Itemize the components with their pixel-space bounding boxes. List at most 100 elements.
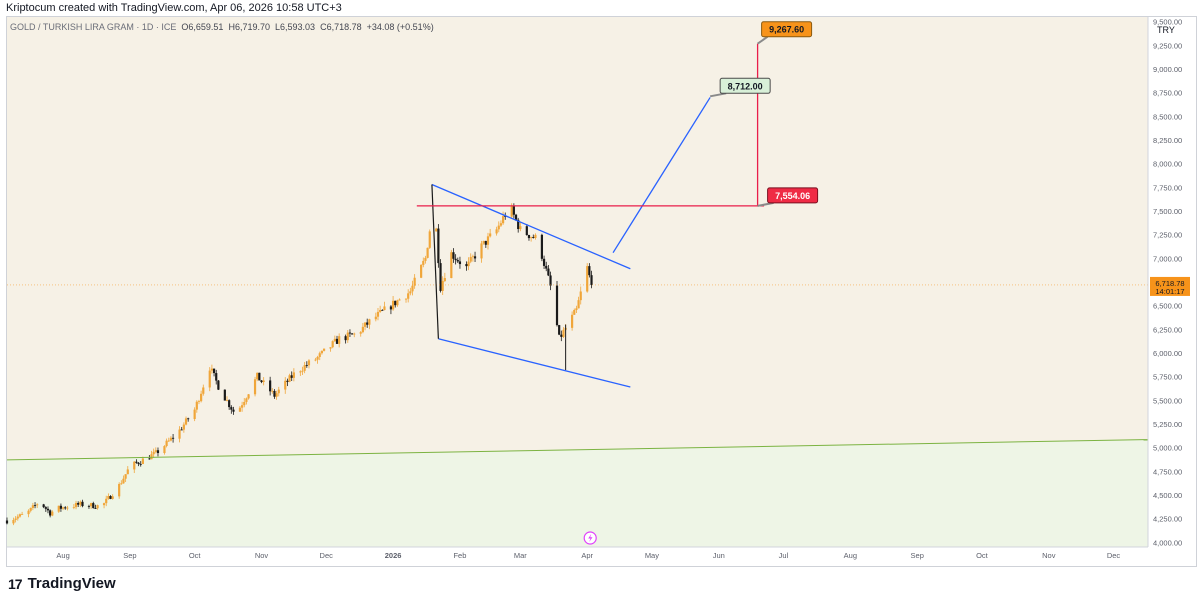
candle-body — [383, 306, 386, 311]
channel-lower-line[interactable] — [438, 338, 631, 388]
candle-body — [18, 514, 22, 517]
candle-body — [124, 474, 127, 479]
event-lightning-icon[interactable] — [583, 531, 597, 545]
candle-body — [577, 300, 580, 309]
candle-body — [322, 348, 326, 351]
candle-body — [12, 519, 15, 524]
candle-body — [471, 256, 474, 258]
y-tick-label: 9,500.00 — [1153, 18, 1182, 27]
candle-body — [87, 506, 91, 507]
candle-body — [74, 502, 78, 508]
candle-body — [394, 300, 397, 306]
candle-body — [549, 275, 552, 286]
breakout-projection-line[interactable] — [612, 97, 711, 254]
candle-body — [305, 365, 308, 366]
x-tick-label: Mar — [514, 551, 527, 560]
x-tick-label: Sep — [911, 551, 924, 560]
candle-body — [437, 228, 440, 264]
channel-upper-line[interactable] — [431, 183, 631, 270]
long-term-trendline[interactable] — [6, 439, 1149, 461]
candle-body — [20, 514, 24, 515]
y-tick-label: 8,750.00 — [1153, 89, 1182, 98]
level-label-7554[interactable]: 7,554.06 — [757, 187, 819, 207]
candle-body — [497, 225, 500, 230]
candle-body — [111, 496, 114, 499]
x-tick-label: Sep — [123, 551, 136, 560]
candle-body — [555, 285, 559, 326]
candle-body — [299, 371, 302, 373]
candle-body — [169, 437, 173, 441]
target-label-9267[interactable]: 9,267.60 — [757, 21, 813, 45]
legend-close: C6,718.78 — [320, 22, 362, 32]
candle-body — [396, 300, 399, 306]
candle-body — [14, 518, 17, 520]
x-tick-label: Dec — [320, 551, 334, 560]
candle-body — [156, 450, 160, 454]
candle-body — [527, 235, 531, 239]
x-tick-label: Aug — [844, 551, 857, 560]
channel-left-edge[interactable] — [431, 184, 439, 339]
candle-body — [519, 226, 522, 230]
candle-body — [126, 469, 129, 475]
candle-body — [31, 505, 34, 508]
candle-body — [409, 291, 412, 294]
candle-body — [42, 504, 45, 508]
target-label-8712[interactable]: 8,712.00 — [709, 77, 771, 98]
candle-body — [44, 507, 47, 509]
event-icon-bolt — [588, 534, 593, 542]
candle-body — [484, 240, 487, 245]
chart-header: Kriptocum created with TradingView.com, … — [6, 2, 342, 14]
candle-body — [348, 332, 352, 334]
candle-body — [443, 278, 446, 282]
candle-body — [540, 234, 544, 259]
tradingview-logo-text: TradingView — [27, 575, 116, 592]
symbol-legend: GOLD / TURKISH LIRA GRAM · 1D · ICE O6,6… — [10, 22, 434, 32]
candle-body — [363, 322, 367, 327]
candle-body — [586, 266, 589, 292]
candle-body — [439, 263, 442, 291]
candle-body — [514, 214, 518, 220]
candle-body — [588, 266, 591, 276]
x-tick-label: Nov — [255, 551, 269, 560]
candle-body — [288, 375, 291, 382]
target-label-9267-text: 9,267.60 — [769, 25, 804, 35]
candle-body — [135, 461, 138, 463]
candle-body — [480, 243, 483, 259]
candle-body — [314, 359, 317, 361]
candle-body — [152, 451, 155, 455]
chart-frame — [6, 16, 1197, 567]
y-tick-label: 6,250.00 — [1153, 325, 1182, 334]
candle-body — [258, 372, 261, 381]
y-tick-label: 8,000.00 — [1153, 160, 1182, 169]
candle-body — [532, 237, 535, 238]
candle-body — [424, 257, 427, 261]
candle-body — [329, 347, 332, 349]
candle-body — [238, 407, 242, 412]
candle-body — [133, 461, 136, 470]
last-price-tag-bg — [1150, 276, 1190, 296]
candle-body — [202, 387, 205, 394]
candle-body — [273, 390, 276, 397]
y-tick-label: 5,250.00 — [1153, 420, 1182, 429]
candle-body — [269, 380, 272, 392]
x-tick-label: Feb — [453, 551, 466, 560]
candle-body — [422, 260, 425, 265]
candle-body — [77, 502, 80, 505]
tradingview-logo[interactable]: 17 TradingView — [8, 575, 116, 592]
y-tick-label: 4,750.00 — [1153, 467, 1182, 476]
candle-body — [525, 226, 528, 236]
candle-body — [467, 261, 470, 267]
candle-body — [303, 365, 306, 371]
bar-countdown: 14:01:17 — [1155, 287, 1184, 296]
candle-body — [338, 336, 341, 344]
candle-body — [72, 507, 75, 508]
x-tick-label: Oct — [189, 551, 202, 560]
candle-body — [562, 329, 565, 337]
level-label-7554-box — [767, 187, 819, 204]
legend-high: H6,719.70 — [228, 22, 270, 32]
candle-body — [501, 216, 505, 224]
y-tick-label: 5,750.00 — [1153, 373, 1182, 382]
candle-body — [61, 507, 65, 509]
